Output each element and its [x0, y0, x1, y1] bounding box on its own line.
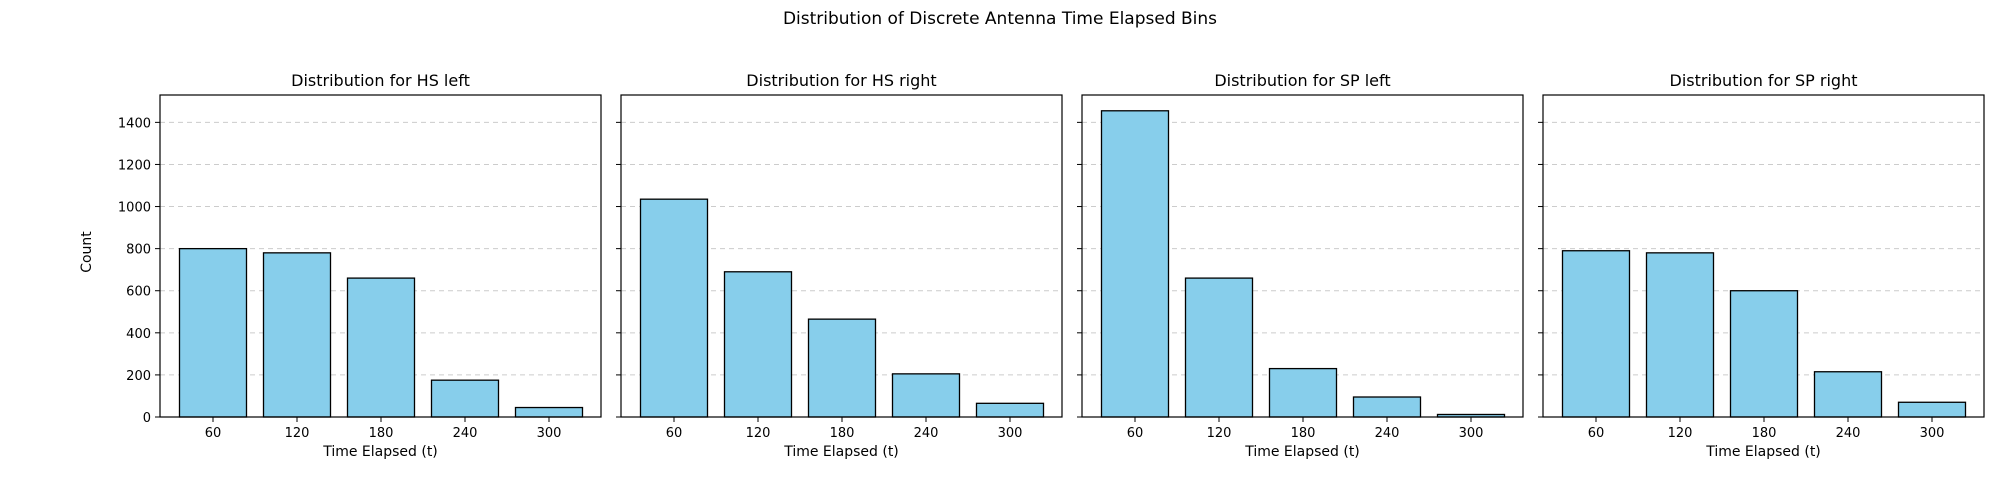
bar — [1897, 401, 1967, 418]
chart-panels: 0 200 400 600 800 1000 1200 1400 60 120 180 240 300 D… — [118, 71, 1985, 460]
bar — [1729, 290, 1799, 418]
x-tick-label: 300 — [998, 426, 1023, 441]
panel-title: Distribution for HS left — [291, 71, 470, 90]
x-tick-label: 180 — [1752, 426, 1777, 441]
figure-title: Distribution of Discrete Antenna Time El… — [783, 9, 1217, 29]
axes-frame — [620, 94, 1063, 418]
x-tick-label: 300 — [537, 426, 562, 441]
x-tick-label: 60 — [205, 426, 222, 441]
bar — [807, 318, 877, 418]
y-tick-label: 800 — [126, 243, 151, 258]
bar — [975, 402, 1045, 418]
y-tick-label: 1200 — [118, 158, 151, 173]
bar — [1268, 367, 1338, 418]
axes-frame — [1542, 94, 1985, 418]
x-axis-label: Time Elapsed (t) — [1705, 444, 1821, 460]
x-tick-label: 300 — [1459, 426, 1484, 441]
bar — [891, 373, 961, 418]
bar — [1645, 252, 1715, 418]
chart-panel-3: 60 120 180 240 300 Distribution for SP left Ti… — [1077, 71, 1524, 460]
panel-title: Distribution for SP right — [1670, 71, 1858, 90]
bar — [262, 252, 332, 418]
x-axis-label: Time Elapsed (t) — [322, 444, 438, 460]
axes-frame — [1081, 94, 1524, 418]
x-tick-label: 240 — [453, 426, 478, 441]
bar — [346, 277, 416, 418]
y-tick-label: 1400 — [118, 116, 151, 131]
y-tick-label: 0 — [143, 411, 151, 426]
x-tick-label: 180 — [1291, 426, 1316, 441]
bar — [514, 406, 584, 418]
x-tick-label: 240 — [914, 426, 939, 441]
y-tick-label: 600 — [126, 285, 151, 300]
bar — [1100, 110, 1170, 418]
y-tick-label: 400 — [126, 327, 151, 342]
x-tick-label: 120 — [285, 426, 310, 441]
bar — [639, 198, 709, 418]
x-tick-label: 180 — [369, 426, 394, 441]
y-tick-label: 200 — [126, 369, 151, 384]
axes-frame — [159, 94, 602, 418]
x-tick-label: 240 — [1375, 426, 1400, 441]
bar — [430, 379, 500, 418]
bar — [1561, 250, 1631, 418]
x-tick-label: 300 — [1920, 426, 1945, 441]
x-axis-label: Time Elapsed (t) — [783, 444, 899, 460]
x-tick-label: 60 — [666, 426, 683, 441]
panel-title: Distribution for SP left — [1214, 71, 1390, 90]
x-tick-label: 180 — [830, 426, 855, 441]
x-tick-label: 240 — [1836, 426, 1861, 441]
chart-panel-1: 0 200 400 600 800 1000 1200 1400 60 120 180 240 300 D… — [118, 71, 602, 460]
x-tick-label: 60 — [1127, 426, 1144, 441]
x-tick-label: 120 — [746, 426, 771, 441]
x-tick-label: 60 — [1588, 426, 1605, 441]
bar — [1813, 371, 1883, 418]
x-axis-label: Time Elapsed (t) — [1244, 444, 1360, 460]
bar — [1184, 277, 1254, 418]
x-tick-label: 120 — [1207, 426, 1232, 441]
bar — [723, 271, 793, 418]
panel-title: Distribution for HS right — [746, 71, 936, 90]
y-axis-label: Count — [79, 231, 95, 273]
bar — [178, 247, 248, 418]
chart-panel-4: 60 120 180 240 300 Distribution for SP right T… — [1538, 71, 1985, 460]
x-tick-label: 120 — [1668, 426, 1693, 441]
chart-panel-2: 60 120 180 240 300 Distribution for HS right T… — [616, 71, 1063, 460]
y-tick-label: 1000 — [118, 201, 151, 216]
bar — [1352, 396, 1422, 418]
